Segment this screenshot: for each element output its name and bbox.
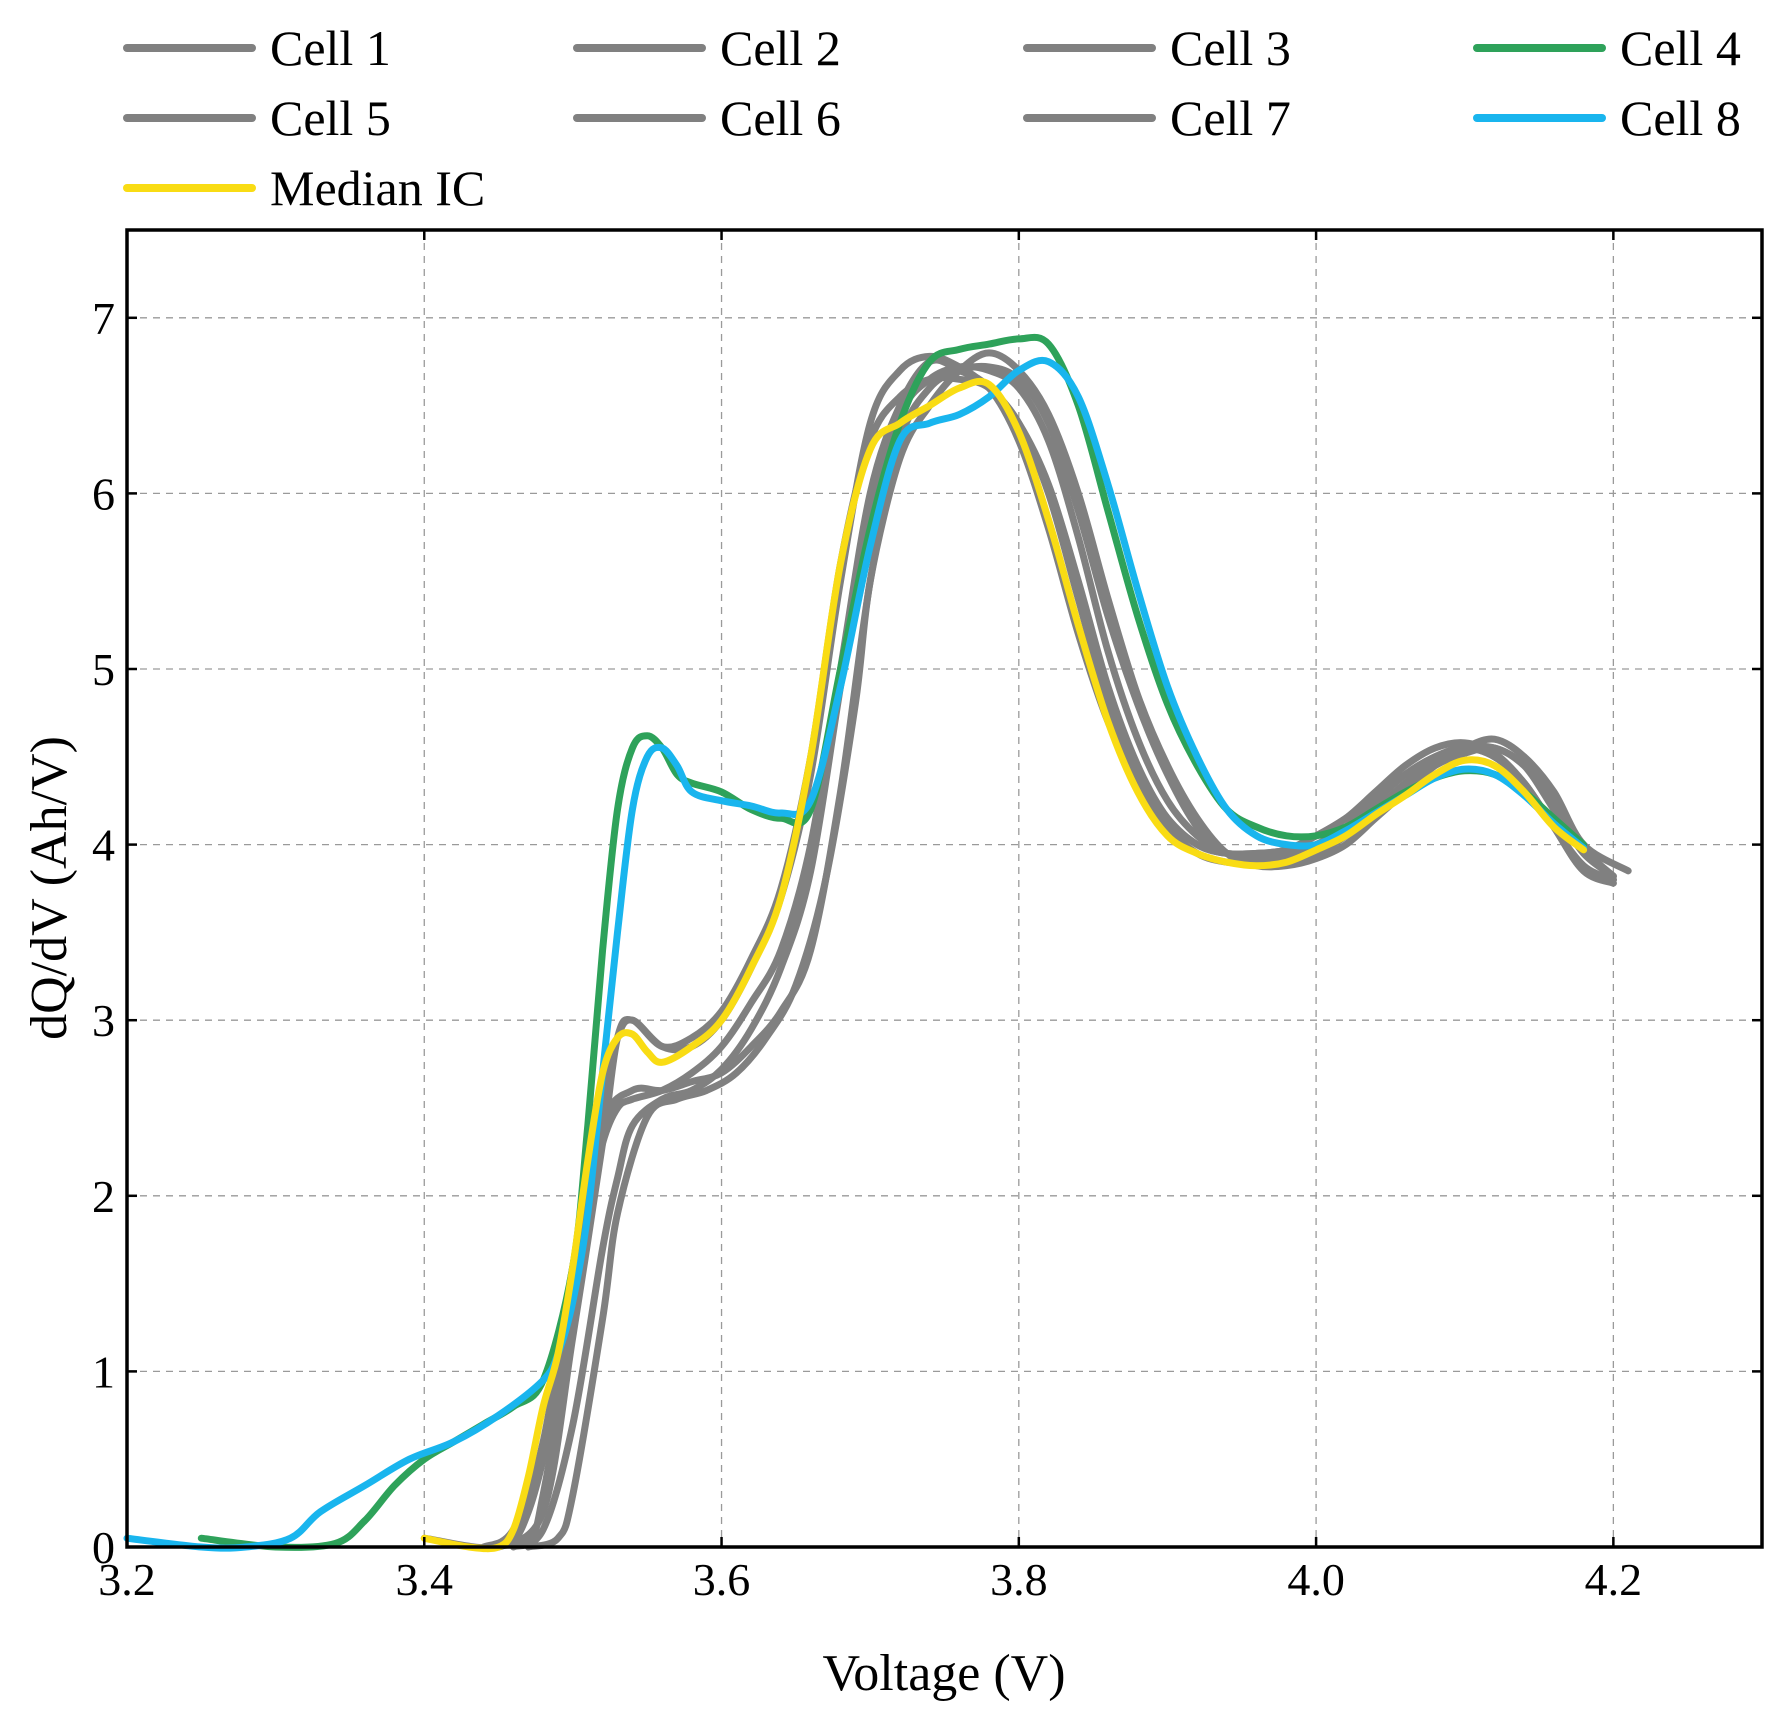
y-tick-label: 7 [92,293,115,344]
legend-label: Cell 5 [270,90,391,146]
legend-label: Median IC [270,160,485,216]
legend: Cell 1 Cell 2 Cell 3 Cell 4 Cell 5 Cell 6 Cell… [123,20,1741,216]
x-tick-label: 3.4 [396,1554,454,1605]
y-tick-label: 5 [92,644,115,695]
legend-label: Cell 4 [1620,20,1741,76]
legend-label: Cell 7 [1170,90,1291,146]
legend-item-cell-8: Cell 8 [1473,90,1741,146]
x-axis-title: Voltage (V) [822,1645,1065,1702]
y-tick-label: 3 [92,995,115,1046]
legend-item-cell-7: Cell 7 [1023,90,1291,146]
y-tick-label: 4 [92,820,115,871]
plot-frame [125,228,1764,1549]
legend-label: Cell 8 [1620,90,1741,146]
grid [127,230,1762,1547]
legend-item-median-ic: Median IC [123,160,485,216]
y-tick-label: 1 [92,1346,115,1397]
legend-label: Cell 6 [720,90,841,146]
legend-item-cell-5: Cell 5 [123,90,391,146]
x-tick-label: 3.8 [990,1554,1048,1605]
x-tick-label: 4.2 [1585,1554,1643,1605]
series-line-cell-8 [123,356,1588,1552]
series-line-median-ic [420,377,1588,1553]
series-line-cell-1 [480,356,1617,1551]
x-tick-label: 4.0 [1287,1554,1345,1605]
legend-item-cell-2: Cell 2 [573,20,841,76]
axis-ticks: 3.2 3.4 3.6 3.8 4.0 4.2 0 1 2 3 4 5 6 7 [92,230,1762,1605]
series-line-cell-4 [197,333,1588,1551]
x-tick-label: 3.6 [693,1554,751,1605]
series-lines [123,333,1632,1553]
legend-item-cell-6: Cell 6 [573,90,841,146]
legend-item-cell-4: Cell 4 [1473,20,1741,76]
legend-item-cell-1: Cell 1 [123,20,391,76]
legend-label: Cell 3 [1170,20,1291,76]
legend-label: Cell 1 [270,20,391,76]
y-axis-title: dQ/dV (Ah/V) [21,736,78,1040]
y-tick-label: 0 [92,1522,115,1573]
legend-item-cell-3: Cell 3 [1023,20,1291,76]
x-tick-label: 3.2 [98,1554,156,1605]
y-tick-label: 6 [92,468,115,519]
y-tick-label: 2 [92,1171,115,1222]
legend-label: Cell 2 [720,20,841,76]
series-line-cell-5 [420,362,1617,1552]
